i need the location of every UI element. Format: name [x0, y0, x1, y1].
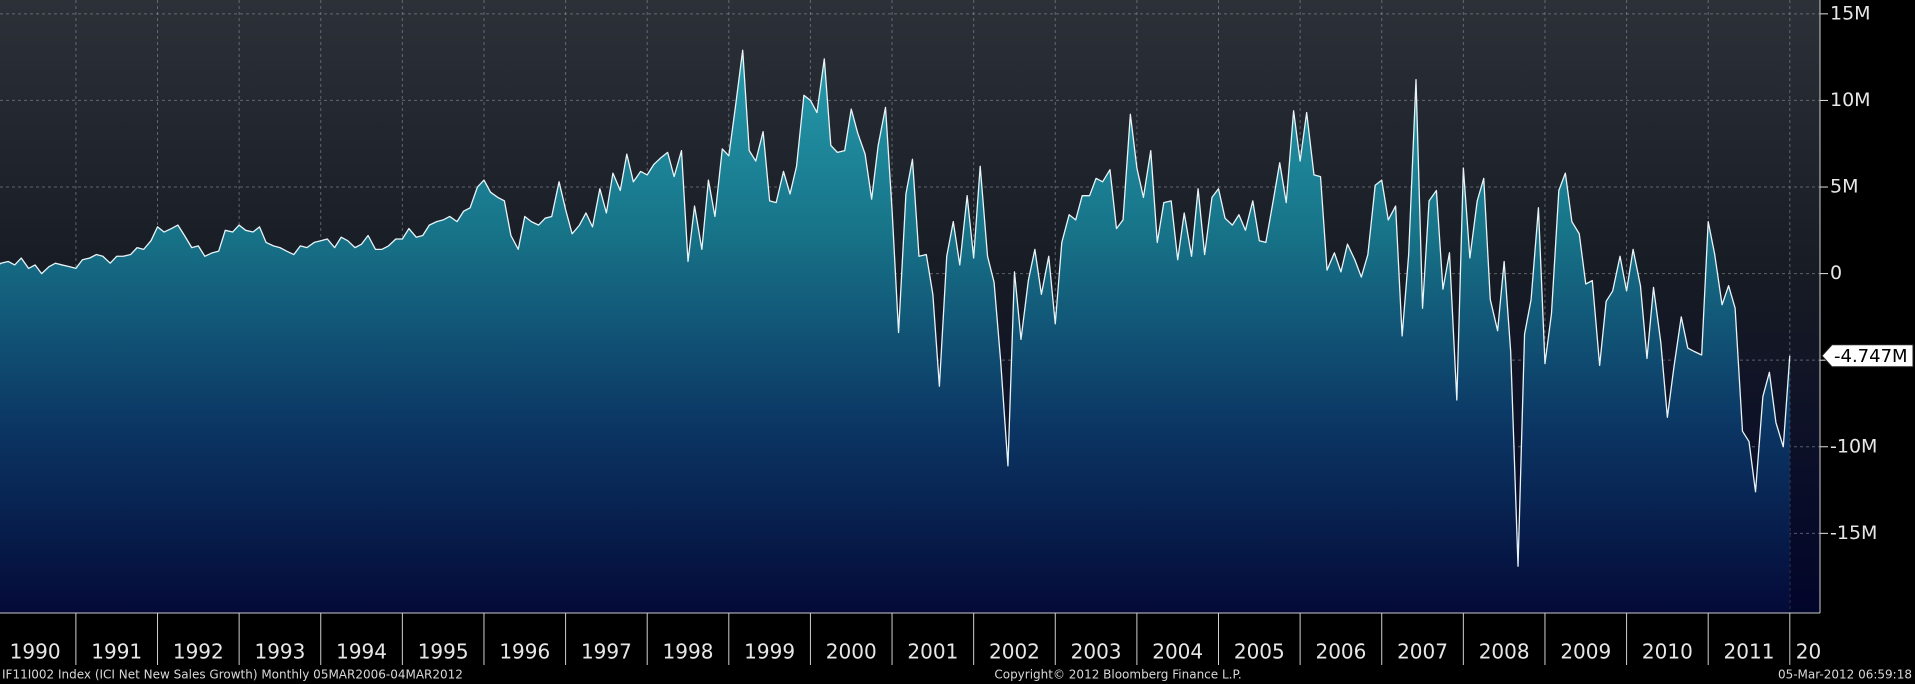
y-tick-label: 10M — [1830, 89, 1871, 111]
x-tick-label: 2000 — [826, 640, 877, 664]
footer-center: Copyright© 2012 Bloomberg Finance L.P. — [994, 668, 1241, 682]
x-tick-label: 1995 — [418, 640, 469, 664]
x-tick-label: 20 — [1796, 640, 1821, 664]
x-tick-label: 1994 — [336, 640, 387, 664]
y-tick-label: -15M — [1830, 522, 1877, 544]
x-tick-label: 2006 — [1315, 640, 1366, 664]
area-fill — [0, 50, 1790, 613]
x-tick-label: 1991 — [91, 640, 142, 664]
x-tick-label: 1993 — [254, 640, 305, 664]
x-tick-label: 2003 — [1071, 640, 1122, 664]
x-tick-label: 2010 — [1642, 640, 1693, 664]
x-tick-label: 2011 — [1724, 640, 1775, 664]
y-tick-label: 15M — [1830, 2, 1871, 24]
x-tick-label: 1992 — [173, 640, 224, 664]
x-tick-label: 2009 — [1560, 640, 1611, 664]
series-line — [0, 49, 1791, 567]
x-tick-label: 2005 — [1234, 640, 1285, 664]
y-tick-label: 0 — [1830, 262, 1842, 284]
footer-left: IF11I002 Index (ICI Net New Sales Growth… — [2, 668, 463, 682]
x-tick-label: 1996 — [499, 640, 550, 664]
x-tick-label: 1998 — [663, 640, 714, 664]
y-tick-label: 5M — [1830, 176, 1858, 198]
x-tick-label: 1990 — [10, 640, 61, 664]
x-tick-label: 1997 — [581, 640, 632, 664]
footer-right: 05-Mar-2012 06:59:18 — [1778, 668, 1912, 682]
x-tick-label: 2001 — [907, 640, 958, 664]
x-tick-label: 2007 — [1397, 640, 1448, 664]
last-value-marker — [1821, 344, 1914, 368]
x-tick-label: 2004 — [1152, 640, 1203, 664]
y-tick-label: -10M — [1830, 435, 1877, 457]
x-tick-label: 1999 — [744, 640, 795, 664]
x-tick-label: 2002 — [989, 640, 1040, 664]
last-value-label: -4.747M — [1834, 346, 1908, 367]
x-tick-label: 2008 — [1479, 640, 1530, 664]
